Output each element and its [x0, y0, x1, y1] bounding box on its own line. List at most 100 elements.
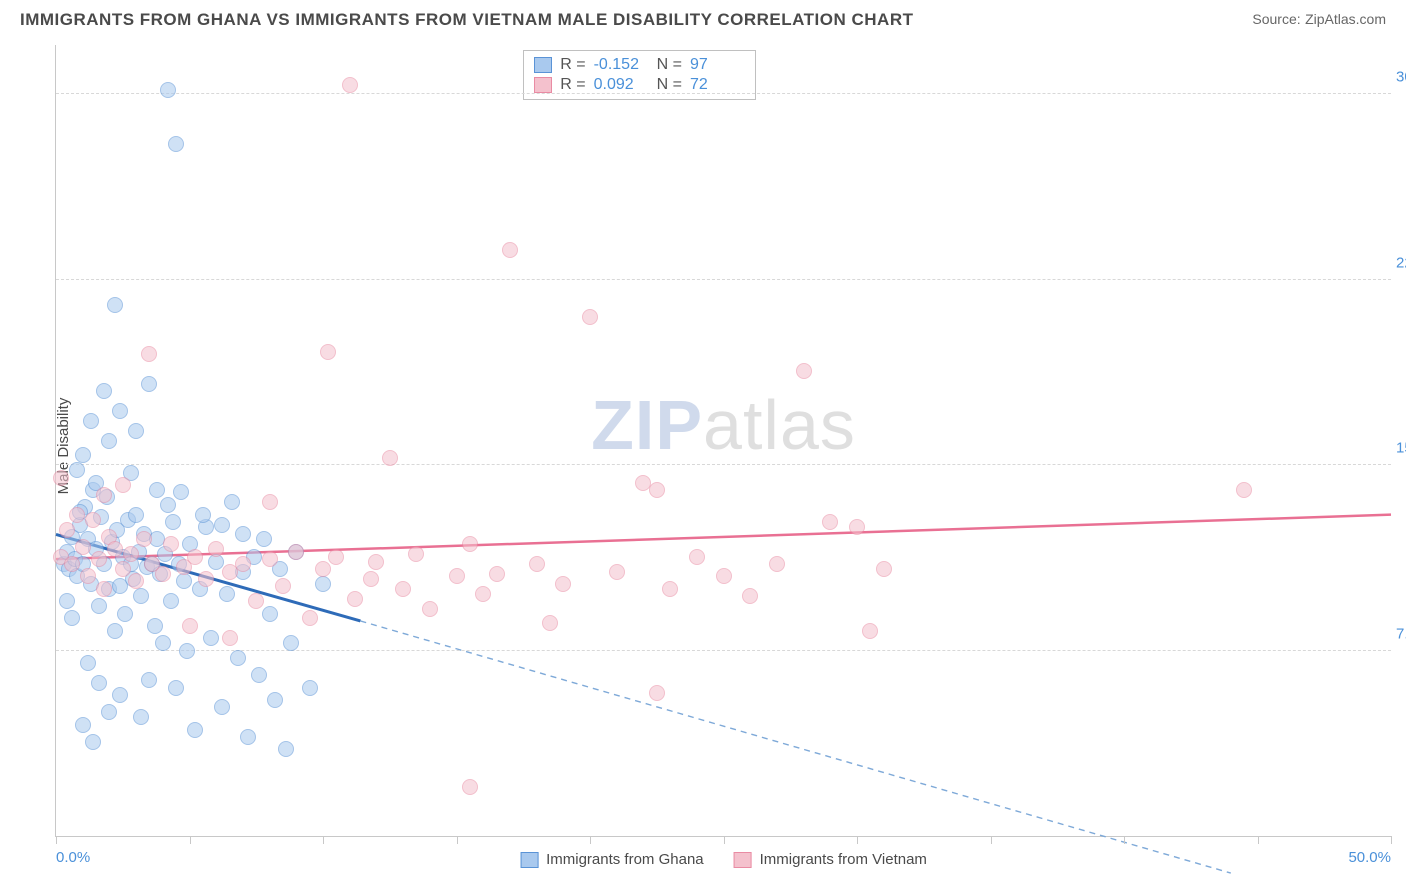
scatter-point-ghana — [230, 650, 246, 666]
scatter-point-ghana — [198, 519, 214, 535]
scatter-point-ghana — [133, 709, 149, 725]
y-tick-label: 15.0% — [1396, 440, 1406, 457]
scatter-point-ghana — [109, 522, 125, 538]
scatter-point-vietnam — [144, 556, 160, 572]
r-label: R = — [560, 56, 585, 74]
scatter-point-ghana — [117, 606, 133, 622]
scatter-point-vietnam — [107, 541, 123, 557]
x-tick — [1258, 836, 1259, 844]
scatter-point-vietnam — [136, 531, 152, 547]
scatter-point-ghana — [235, 564, 251, 580]
scatter-point-vietnam — [115, 561, 131, 577]
scatter-point-ghana — [107, 297, 123, 313]
x-tick — [590, 836, 591, 844]
scatter-point-ghana — [83, 413, 99, 429]
scatter-point-ghana — [77, 499, 93, 515]
scatter-point-ghana — [75, 447, 91, 463]
x-tick — [1391, 836, 1392, 844]
scatter-point-vietnam — [53, 549, 69, 565]
scatter-point-ghana — [141, 376, 157, 392]
series-legend: Immigrants from Ghana Immigrants from Vie… — [520, 851, 927, 868]
scatter-point-ghana — [96, 383, 112, 399]
scatter-point-ghana — [272, 561, 288, 577]
scatter-point-ghana — [64, 610, 80, 626]
gridline — [56, 93, 1391, 94]
scatter-point-vietnam — [91, 551, 107, 567]
scatter-point-vietnam — [182, 618, 198, 634]
scatter-point-ghana — [208, 554, 224, 570]
scatter-point-ghana — [165, 514, 181, 530]
scatter-point-vietnam — [876, 561, 892, 577]
x-tick — [56, 836, 57, 844]
scatter-point-ghana — [139, 559, 155, 575]
scatter-point-ghana — [203, 630, 219, 646]
scatter-point-ghana — [187, 722, 203, 738]
scatter-point-ghana — [101, 581, 117, 597]
scatter-point-vietnam — [363, 571, 379, 587]
scatter-point-ghana — [83, 576, 99, 592]
scatter-point-vietnam — [1236, 482, 1252, 498]
scatter-point-ghana — [75, 556, 91, 572]
scatter-point-ghana — [101, 704, 117, 720]
scatter-point-vietnam — [222, 564, 238, 580]
scatter-point-ghana — [144, 556, 160, 572]
scatter-point-vietnam — [609, 564, 625, 580]
legend-item-ghana: Immigrants from Ghana — [520, 851, 704, 868]
scatter-point-vietnam — [462, 536, 478, 552]
scatter-point-vietnam — [449, 568, 465, 584]
y-tick-label: 22.5% — [1396, 254, 1406, 271]
scatter-point-ghana — [195, 507, 211, 523]
watermark: ZIPatlas — [591, 385, 856, 465]
r-label: R = — [560, 76, 585, 94]
scatter-point-ghana — [224, 494, 240, 510]
scatter-point-ghana — [136, 526, 152, 542]
scatter-point-ghana — [125, 571, 141, 587]
legend-item-vietnam: Immigrants from Vietnam — [734, 851, 927, 868]
scatter-point-vietnam — [163, 536, 179, 552]
scatter-point-vietnam — [582, 309, 598, 325]
scatter-point-vietnam — [69, 507, 85, 523]
scatter-point-ghana — [101, 433, 117, 449]
scatter-point-vietnam — [822, 514, 838, 530]
scatter-point-vietnam — [128, 573, 144, 589]
trendline-ghana-ext — [360, 621, 1230, 873]
scatter-point-ghana — [173, 484, 189, 500]
scatter-point-ghana — [80, 655, 96, 671]
scatter-point-ghana — [131, 544, 147, 560]
scatter-point-vietnam — [59, 522, 75, 538]
gridline — [56, 464, 1391, 465]
scatter-point-ghana — [149, 482, 165, 498]
scatter-point-ghana — [112, 578, 128, 594]
scatter-point-ghana — [120, 512, 136, 528]
scatter-point-ghana — [192, 581, 208, 597]
scatter-point-ghana — [85, 482, 101, 498]
scatter-point-vietnam — [222, 630, 238, 646]
scatter-point-ghana — [251, 667, 267, 683]
scatter-point-ghana — [141, 672, 157, 688]
scatter-point-ghana — [160, 497, 176, 513]
x-tick — [991, 836, 992, 844]
scatter-point-vietnam — [368, 554, 384, 570]
scatter-point-vietnam — [288, 544, 304, 560]
scatter-point-ghana — [147, 618, 163, 634]
scatter-point-ghana — [315, 576, 331, 592]
x-tick — [190, 836, 191, 844]
scatter-point-ghana — [123, 556, 139, 572]
scatter-point-ghana — [267, 692, 283, 708]
scatter-point-ghana — [61, 561, 77, 577]
scatter-point-vietnam — [262, 551, 278, 567]
scatter-point-vietnam — [123, 546, 139, 562]
scatter-point-ghana — [176, 573, 192, 589]
scatter-point-ghana — [88, 475, 104, 491]
scatter-point-ghana — [112, 687, 128, 703]
scatter-point-vietnam — [342, 77, 358, 93]
r-value: 0.092 — [594, 76, 649, 94]
scatter-point-vietnam — [176, 559, 192, 575]
scatter-point-ghana — [288, 544, 304, 560]
n-label: N = — [657, 56, 682, 74]
scatter-point-ghana — [91, 675, 107, 691]
scatter-point-ghana — [80, 531, 96, 547]
scatter-point-vietnam — [542, 615, 558, 631]
scatter-point-vietnam — [796, 363, 812, 379]
scatter-point-vietnam — [347, 591, 363, 607]
